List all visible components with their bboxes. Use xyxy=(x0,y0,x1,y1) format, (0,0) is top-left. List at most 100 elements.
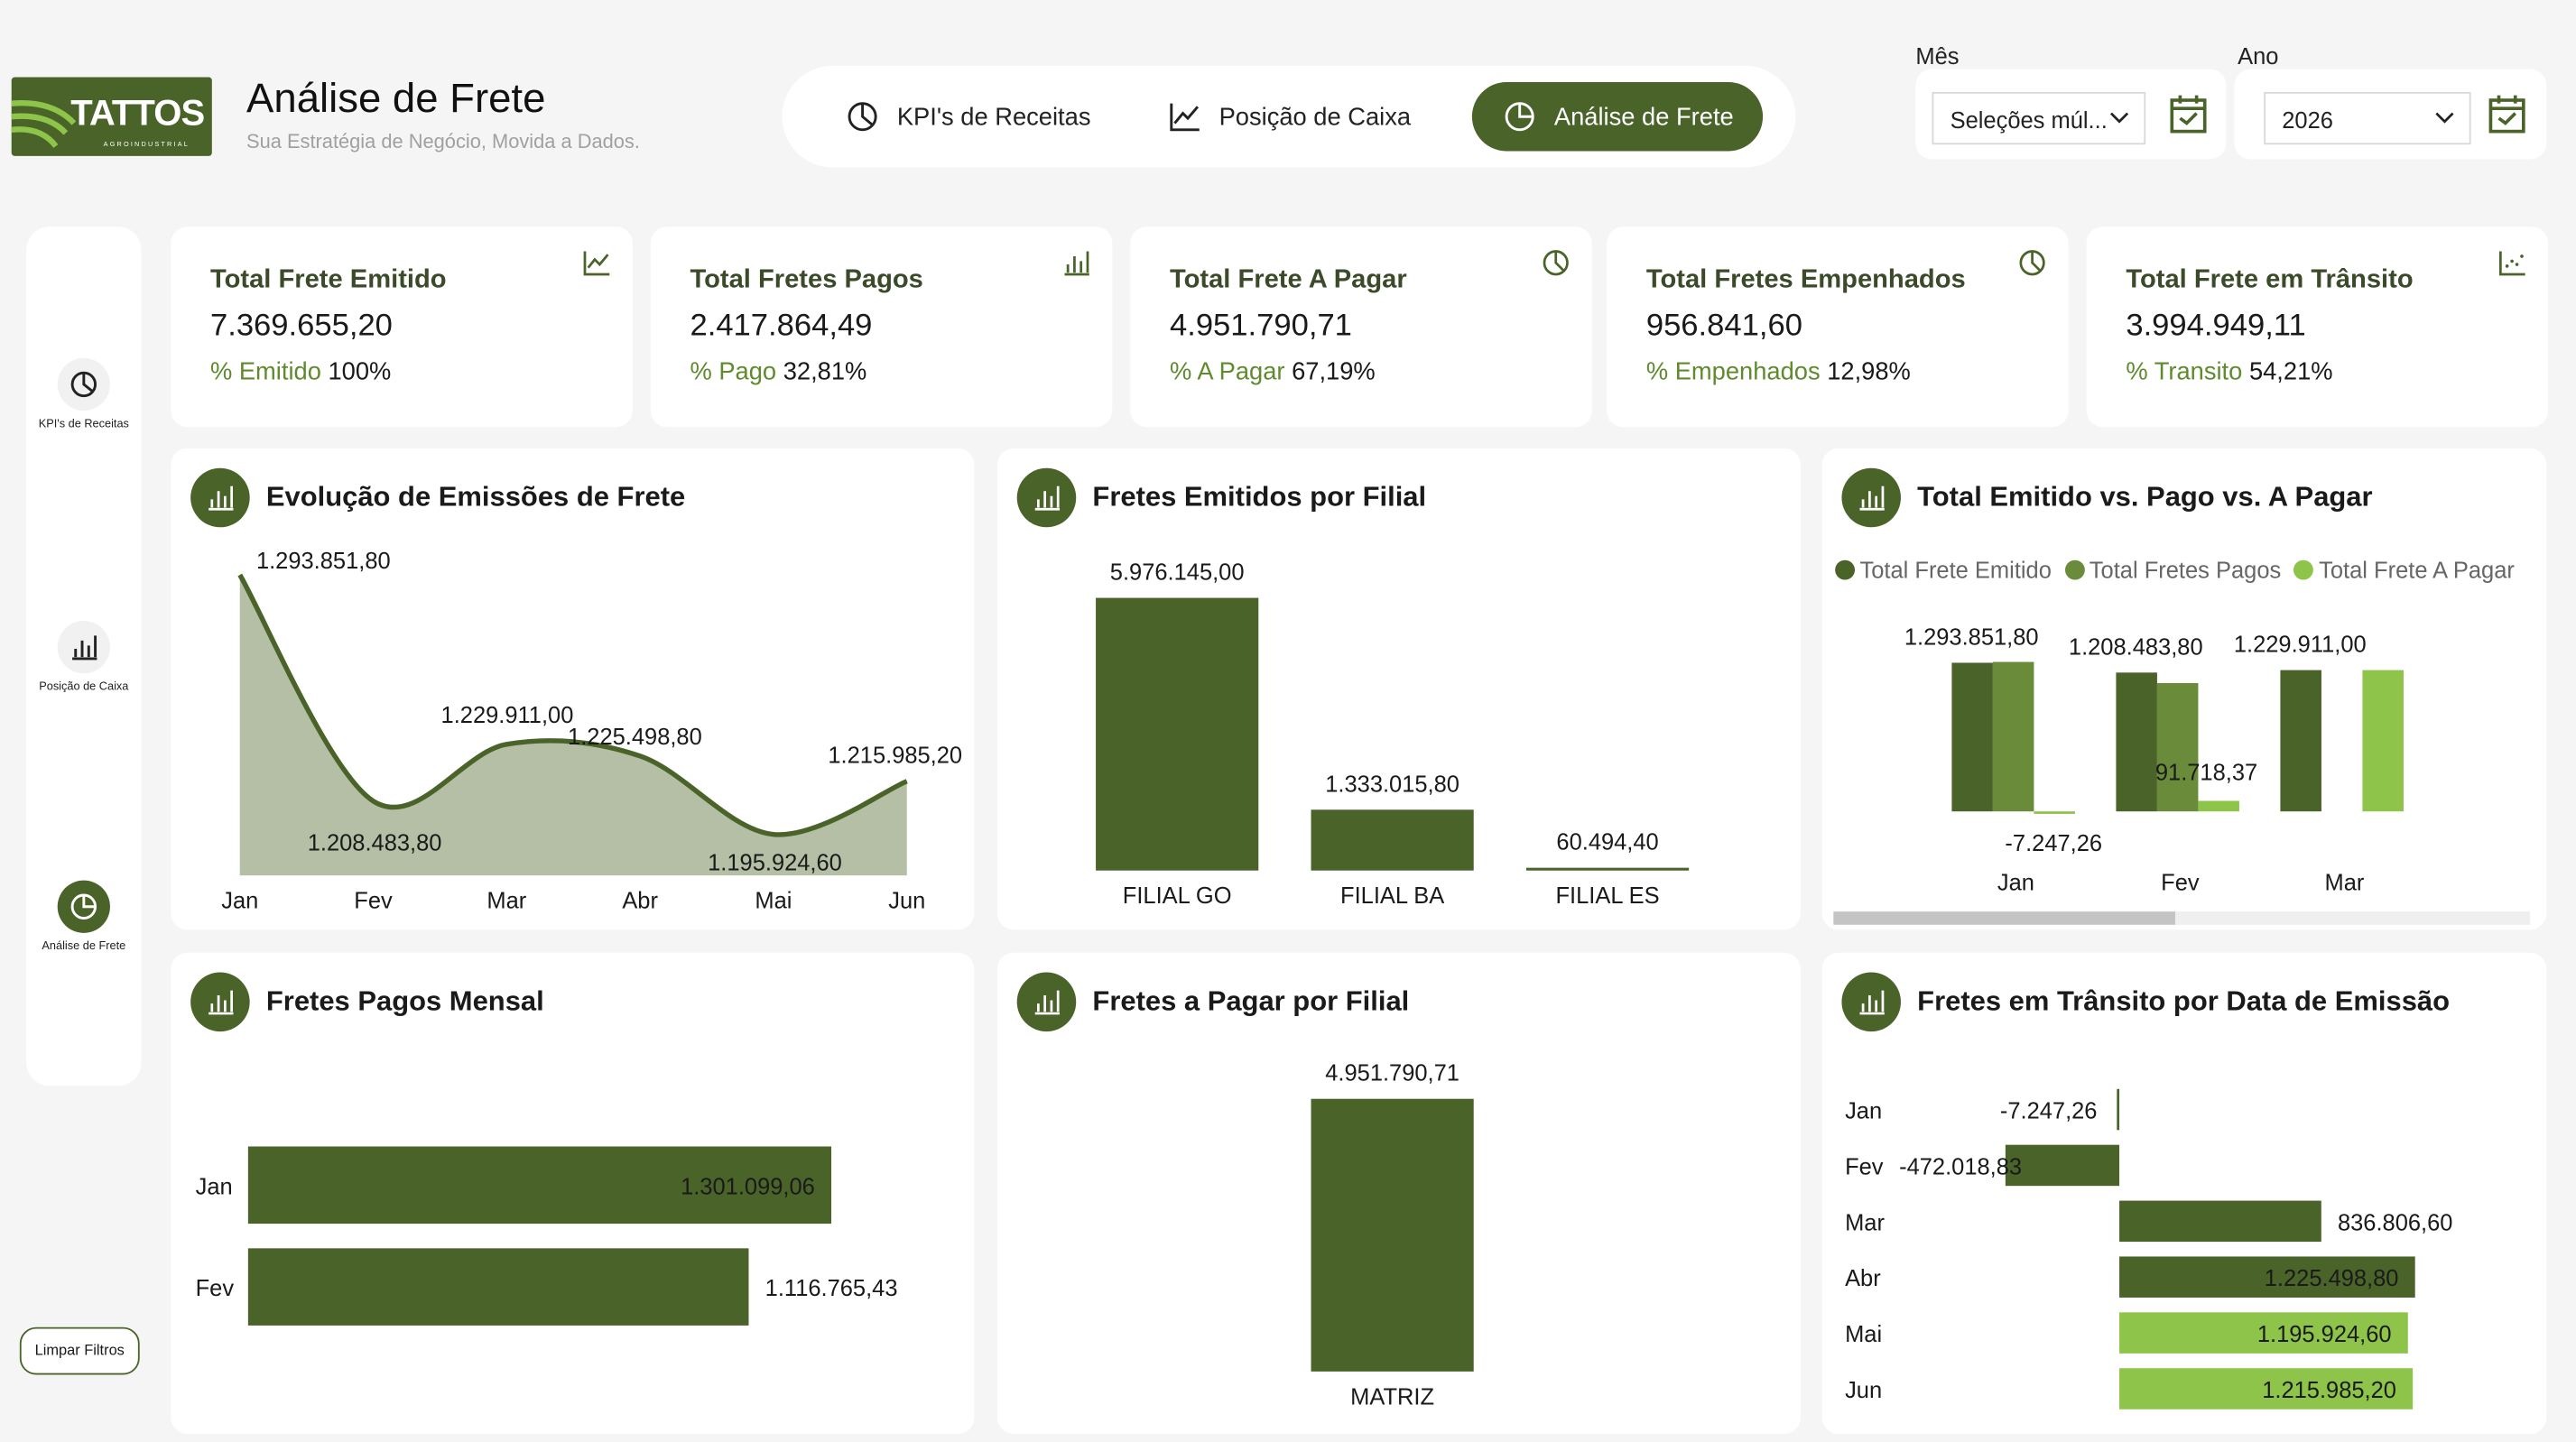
chart-plot: 1.293.851,80 Jan 1.208.483,80 Fev 1.229.911,… xyxy=(221,549,962,914)
scatter-icon xyxy=(2498,251,2525,276)
kpi-value: 3.994.949,11 xyxy=(2126,309,2306,344)
chart-title: Evolução de Emissões de Frete xyxy=(265,481,686,513)
data-label: 1.225.498,80 xyxy=(2265,1266,2399,1291)
nav-kpis-receitas[interactable]: KPI's de Receitas xyxy=(815,82,1120,151)
x-tick-label: Mai xyxy=(755,889,792,914)
month-select[interactable]: Seleções múl... xyxy=(1932,91,2146,145)
company-logo: TATTOS AGROINDUSTRIAL xyxy=(11,77,212,156)
bar xyxy=(2034,811,2075,814)
kpi-title: Total Fretes Empenhados xyxy=(1645,265,1966,294)
bar xyxy=(1525,867,1690,871)
chart-title: Fretes em Trânsito por Data de Emissão xyxy=(1917,985,2451,1017)
x-tick-label: Jun xyxy=(888,889,925,914)
kpi-value: 956.841,60 xyxy=(1645,309,1802,344)
chart-card-pagos: Fretes Pagos Mensal Jan 1.301.099,06 Fev 1.… xyxy=(171,952,975,1435)
nav-label: KPI's de Receitas xyxy=(896,102,1091,131)
kpi-percent-label: % A Pagar xyxy=(1169,357,1285,386)
data-label: -472.018,83 xyxy=(1899,1154,2022,1179)
chart-card-apagar: Fretes a Pagar por Filial 4.951.790,71 MA… xyxy=(996,952,1801,1435)
chart-card-transito: Fretes em Trânsito por Data de Emissão J… xyxy=(1821,952,2547,1435)
y-tick-label: Fev xyxy=(196,1276,235,1301)
legend-item[interactable]: Total Fretes Pagos xyxy=(2064,557,2281,583)
bar-chart-icon xyxy=(190,972,250,1032)
sidebar-item-kpis-receitas[interactable]: KPI's de Receitas xyxy=(26,357,141,430)
chart-card-filial: Fretes Emitidos por Filial 5.976.145,00 F… xyxy=(996,448,1801,930)
x-tick-label: Fev xyxy=(354,889,393,914)
bar xyxy=(2156,683,2199,812)
kpi-card: Total Frete em Trânsito 3.994.949,11 % T… xyxy=(2086,226,2549,428)
x-tick-label: Mar xyxy=(486,889,526,914)
kpi-percent-value: 12,98% xyxy=(1827,357,1911,386)
legend-dot-icon xyxy=(2293,559,2314,580)
kpi-percent-label: % Empenhados xyxy=(1645,357,1821,386)
bar-chart-icon xyxy=(1064,251,1089,276)
pie-icon xyxy=(1543,250,1569,276)
bar-chart-icon xyxy=(1841,467,1901,528)
line-chart-icon xyxy=(1170,103,1200,132)
sidebar-item-label: KPI's de Receitas xyxy=(38,419,129,430)
page-subtitle: Sua Estratégia de Negócio, Movida a Dado… xyxy=(246,129,640,153)
year-select[interactable]: 2026 xyxy=(2264,91,2471,145)
data-label: 1.293.851,80 xyxy=(256,549,391,574)
calendar-icon[interactable] xyxy=(2169,94,2209,136)
x-tick-label: MATRIZ xyxy=(1350,1384,1434,1410)
bar-chart-icon xyxy=(1841,972,1901,1032)
bar xyxy=(247,1248,749,1326)
legend-label: Total Frete Emitido xyxy=(1859,557,2052,584)
data-label: 836.806,60 xyxy=(2338,1210,2452,1235)
chart-pie-icon xyxy=(848,102,877,132)
bar-chart-icon xyxy=(190,467,250,528)
sidebar-item-label: Análise de Frete xyxy=(42,940,126,953)
legend-item[interactable]: Total Frete A Pagar xyxy=(2293,557,2515,583)
pie-icon xyxy=(2019,250,2045,276)
chevron-down-icon xyxy=(2109,112,2129,124)
y-tick-label: Fev xyxy=(1845,1154,1884,1179)
x-tick-label: Mar xyxy=(2324,871,2364,896)
sidebar-item-posicao-caixa[interactable]: Posição de Caixa xyxy=(26,621,141,693)
kpi-percent-value: 100% xyxy=(328,357,392,386)
x-tick-label: FILIAL GO xyxy=(1123,883,1232,909)
x-tick-label: Jan xyxy=(221,889,258,914)
year-filter-label: Ano xyxy=(2238,42,2279,69)
data-label: 1.215.985,20 xyxy=(828,744,962,769)
kpi-title: Total Frete A Pagar xyxy=(1169,265,1407,294)
legend-dot-icon xyxy=(1835,559,1856,580)
y-tick-label: Mar xyxy=(1845,1210,1885,1235)
clear-filters-button[interactable]: Limpar Filtros xyxy=(19,1326,140,1375)
legend-item[interactable]: Total Frete Emitido xyxy=(1835,557,2052,583)
data-label: 1.293.851,80 xyxy=(1904,624,2039,650)
scrollbar-thumb[interactable] xyxy=(1833,911,2175,925)
nav-label: Posição de Caixa xyxy=(1219,102,1412,131)
page-navigation: KPI's de Receitas Posição de Caixa Análi… xyxy=(782,65,1796,168)
chart-plot: 1.293.851,80 -7.247,26 Jan 1.208.483,80 91.7… xyxy=(1833,624,2531,925)
data-label: 1.229.911,00 xyxy=(2234,633,2367,658)
chart-title: Fretes Emitidos por Filial xyxy=(1092,481,1427,513)
kpi-percent-label: % Pago xyxy=(690,357,777,386)
data-label: 1.195.924,60 xyxy=(708,851,842,876)
data-label: -7.247,26 xyxy=(2000,1099,2098,1124)
kpi-percent: % Empenhados 12,98% xyxy=(1646,358,1911,386)
data-label: -7.247,26 xyxy=(2005,831,2102,856)
chart-title: Total Emitido vs. Pago vs. A Pagar xyxy=(1917,481,2373,513)
kpi-card: Total Frete A Pagar 4.951.790,71 % A Pag… xyxy=(1130,226,1592,428)
nav-posicao-caixa[interactable]: Posição de Caixa xyxy=(1137,82,1441,151)
month-filter: Seleções múl... xyxy=(1915,69,2227,160)
month-filter-label: Mês xyxy=(1915,42,1960,69)
bar xyxy=(247,1146,832,1225)
calendar-icon[interactable] xyxy=(2488,94,2527,136)
bar xyxy=(1311,809,1474,871)
logo-subtext: AGROINDUSTRIAL xyxy=(103,139,190,148)
kpi-percent: % Pago 32,81% xyxy=(690,358,866,386)
month-select-value: Seleções múl... xyxy=(1950,106,2108,134)
bar xyxy=(1311,1098,1474,1372)
bar xyxy=(1992,661,2034,812)
sidebar-item-analise-frete[interactable]: Análise de Frete xyxy=(26,880,141,953)
logo-arcs-icon xyxy=(11,100,77,149)
sidebar: KPI's de Receitas Posição de Caixa Análi… xyxy=(26,226,142,1086)
data-label: 60.494,40 xyxy=(1556,830,1658,855)
bar xyxy=(2280,670,2321,812)
bar xyxy=(2119,1312,2408,1354)
chart-plot: 4.951.790,71 MATRIZ xyxy=(1311,1061,1474,1410)
chart-title: Fretes Pagos Mensal xyxy=(265,985,544,1017)
nav-analise-frete[interactable]: Análise de Frete xyxy=(1471,82,1764,152)
